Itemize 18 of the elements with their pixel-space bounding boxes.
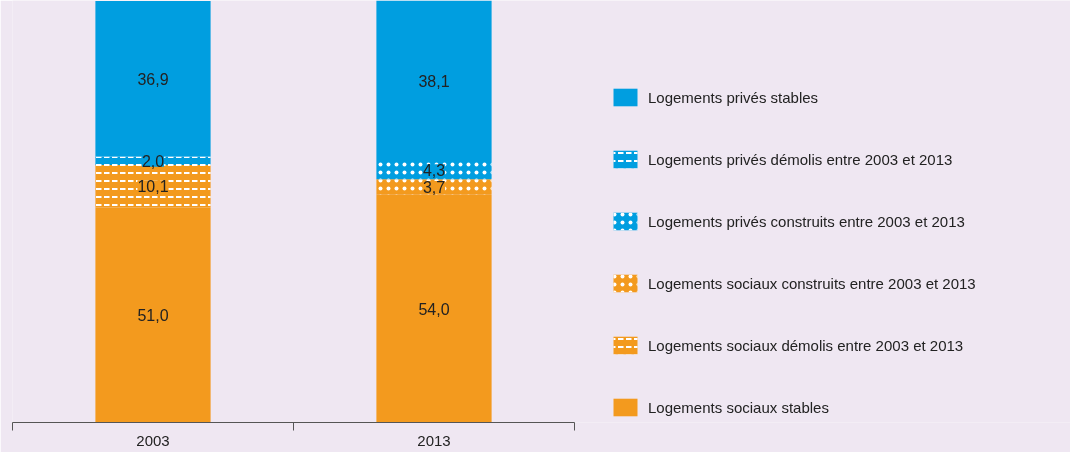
- data-label: 4,3: [422, 162, 446, 180]
- x-tick-label: 2013: [417, 431, 451, 449]
- data-label: 38,1: [418, 72, 450, 90]
- data-label: 54,0: [418, 300, 450, 318]
- data-label: 2,0: [141, 152, 165, 170]
- legend-label: Logements sociaux démolis entre 2003 et 2013: [648, 336, 964, 354]
- data-label: 51,0: [137, 307, 169, 324]
- bar: [95, 207, 211, 423]
- legend-label: Logements sociaux construits entre 2003 et 2013: [648, 274, 976, 292]
- legend-label: Logements privés construits entre 2003 et 2013: [648, 212, 965, 230]
- x-tick-label: 2003: [136, 431, 170, 449]
- data-label: 3,7: [422, 179, 446, 197]
- legend-label: Logements sociaux stables: [648, 398, 829, 416]
- legend-label: Logements privés stables: [648, 88, 819, 106]
- data-label: 36,9: [137, 70, 169, 88]
- legend-label: Logements privés démolis entre 2003 et 2013: [648, 150, 953, 168]
- data-label: 10,1: [137, 178, 169, 196]
- bar: [376, 194, 492, 423]
